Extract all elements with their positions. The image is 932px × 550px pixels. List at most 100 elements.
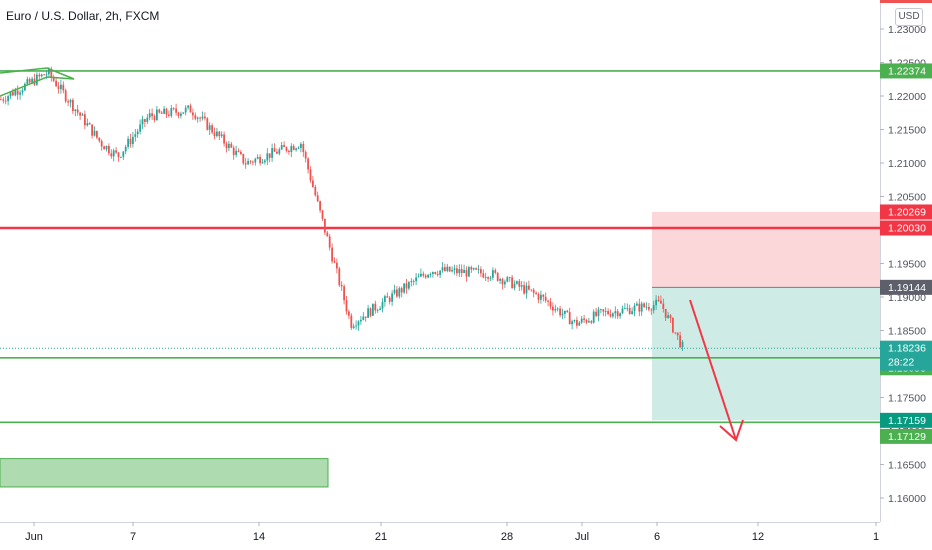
candle-body xyxy=(189,105,192,113)
trend-arrows xyxy=(0,67,744,442)
candle-body xyxy=(194,115,197,119)
price-marker-box xyxy=(880,412,932,428)
candle-body xyxy=(122,151,125,157)
candle-body xyxy=(259,156,261,164)
price-marker-box xyxy=(880,220,932,236)
candle-body xyxy=(559,308,561,316)
candle-body xyxy=(434,272,437,274)
candle-body xyxy=(76,109,79,113)
candle-body xyxy=(31,78,33,83)
candle-body xyxy=(424,275,427,278)
candle-body xyxy=(69,100,72,103)
candle-body xyxy=(19,92,21,95)
candle-body xyxy=(676,332,679,336)
candle-body xyxy=(386,296,389,298)
candle-body xyxy=(60,84,62,90)
price-marker-label: 1.22374 xyxy=(888,65,926,77)
candle-body xyxy=(460,269,463,274)
candle-body xyxy=(511,277,513,289)
candle-body xyxy=(494,270,497,273)
candle-body xyxy=(204,116,206,119)
candle-body xyxy=(40,74,43,77)
candle-body xyxy=(343,286,345,301)
candle-body xyxy=(607,311,609,315)
candle-body xyxy=(362,316,365,320)
candle-body xyxy=(487,277,489,279)
candle-body xyxy=(170,108,173,116)
candle-body xyxy=(477,269,480,270)
candle-body xyxy=(619,313,621,317)
candle-body xyxy=(276,151,278,154)
candle-body xyxy=(319,201,321,211)
candle-body xyxy=(444,267,446,271)
candle-body xyxy=(664,308,667,318)
candle-body xyxy=(271,148,273,158)
x-tick-label: 12 xyxy=(752,531,764,543)
candle-body xyxy=(129,138,132,145)
demand-zone xyxy=(0,458,329,488)
candle-body xyxy=(456,268,458,274)
candle-body xyxy=(0,99,2,101)
candle-body xyxy=(88,123,91,125)
candle-body xyxy=(616,311,619,317)
candle-body xyxy=(172,108,175,109)
candle-body xyxy=(187,105,189,108)
candle-body xyxy=(12,92,14,96)
candle-body xyxy=(628,307,631,314)
candle-body xyxy=(578,322,581,326)
candle-body xyxy=(331,247,333,262)
candle-body xyxy=(439,270,441,275)
candle-body xyxy=(631,311,633,314)
candle-body xyxy=(242,153,245,164)
candle-body xyxy=(436,273,439,275)
candle-body xyxy=(355,325,357,327)
forecast-arrow-line xyxy=(689,299,737,441)
candle-body xyxy=(446,266,449,271)
candle-body xyxy=(105,145,108,150)
candle-body xyxy=(2,99,5,101)
candle-body xyxy=(621,308,624,314)
candle-body xyxy=(588,321,590,323)
price-marker-label: 1.20269 xyxy=(888,206,926,218)
candle-body xyxy=(489,277,492,279)
candle-body xyxy=(451,269,453,272)
candle-body xyxy=(350,315,353,328)
candle-body xyxy=(535,292,537,295)
candle-body xyxy=(652,305,655,311)
candle-body xyxy=(124,146,127,152)
candle-body xyxy=(112,150,115,157)
candle-body xyxy=(324,218,326,233)
candle-body xyxy=(372,303,374,316)
candle-body xyxy=(571,321,573,325)
candle-body xyxy=(600,309,602,311)
candle-body xyxy=(117,152,120,158)
candle-body xyxy=(583,318,585,321)
candle-body xyxy=(501,278,504,285)
candle-body xyxy=(657,299,660,301)
candle-body xyxy=(585,320,588,323)
candle-body xyxy=(146,117,149,122)
candle-body xyxy=(367,308,369,318)
x-tick-label: 1 xyxy=(873,531,879,543)
price-marker-label: 1.20030 xyxy=(888,222,926,234)
price-markers: 1.223741.200301.180931.171291.202691.191… xyxy=(880,63,932,444)
candle-body xyxy=(256,156,259,159)
currency-button[interactable]: USD xyxy=(895,8,923,26)
candle-body xyxy=(309,169,312,181)
candle-body xyxy=(609,314,612,317)
candle-body xyxy=(573,319,576,322)
candle-body xyxy=(508,277,511,279)
candle-body xyxy=(400,288,403,293)
candle-body xyxy=(484,277,487,278)
candle-body xyxy=(333,261,336,263)
candles xyxy=(0,66,684,352)
candle-body xyxy=(249,160,252,162)
candle-body xyxy=(640,303,643,312)
candle-body xyxy=(458,269,461,274)
price-marker-label: 1.18236 xyxy=(888,343,926,355)
y-tick-label: 1.16500 xyxy=(888,460,926,472)
candle-body xyxy=(626,307,629,309)
candle-body xyxy=(43,74,45,76)
candle-body xyxy=(45,74,48,76)
